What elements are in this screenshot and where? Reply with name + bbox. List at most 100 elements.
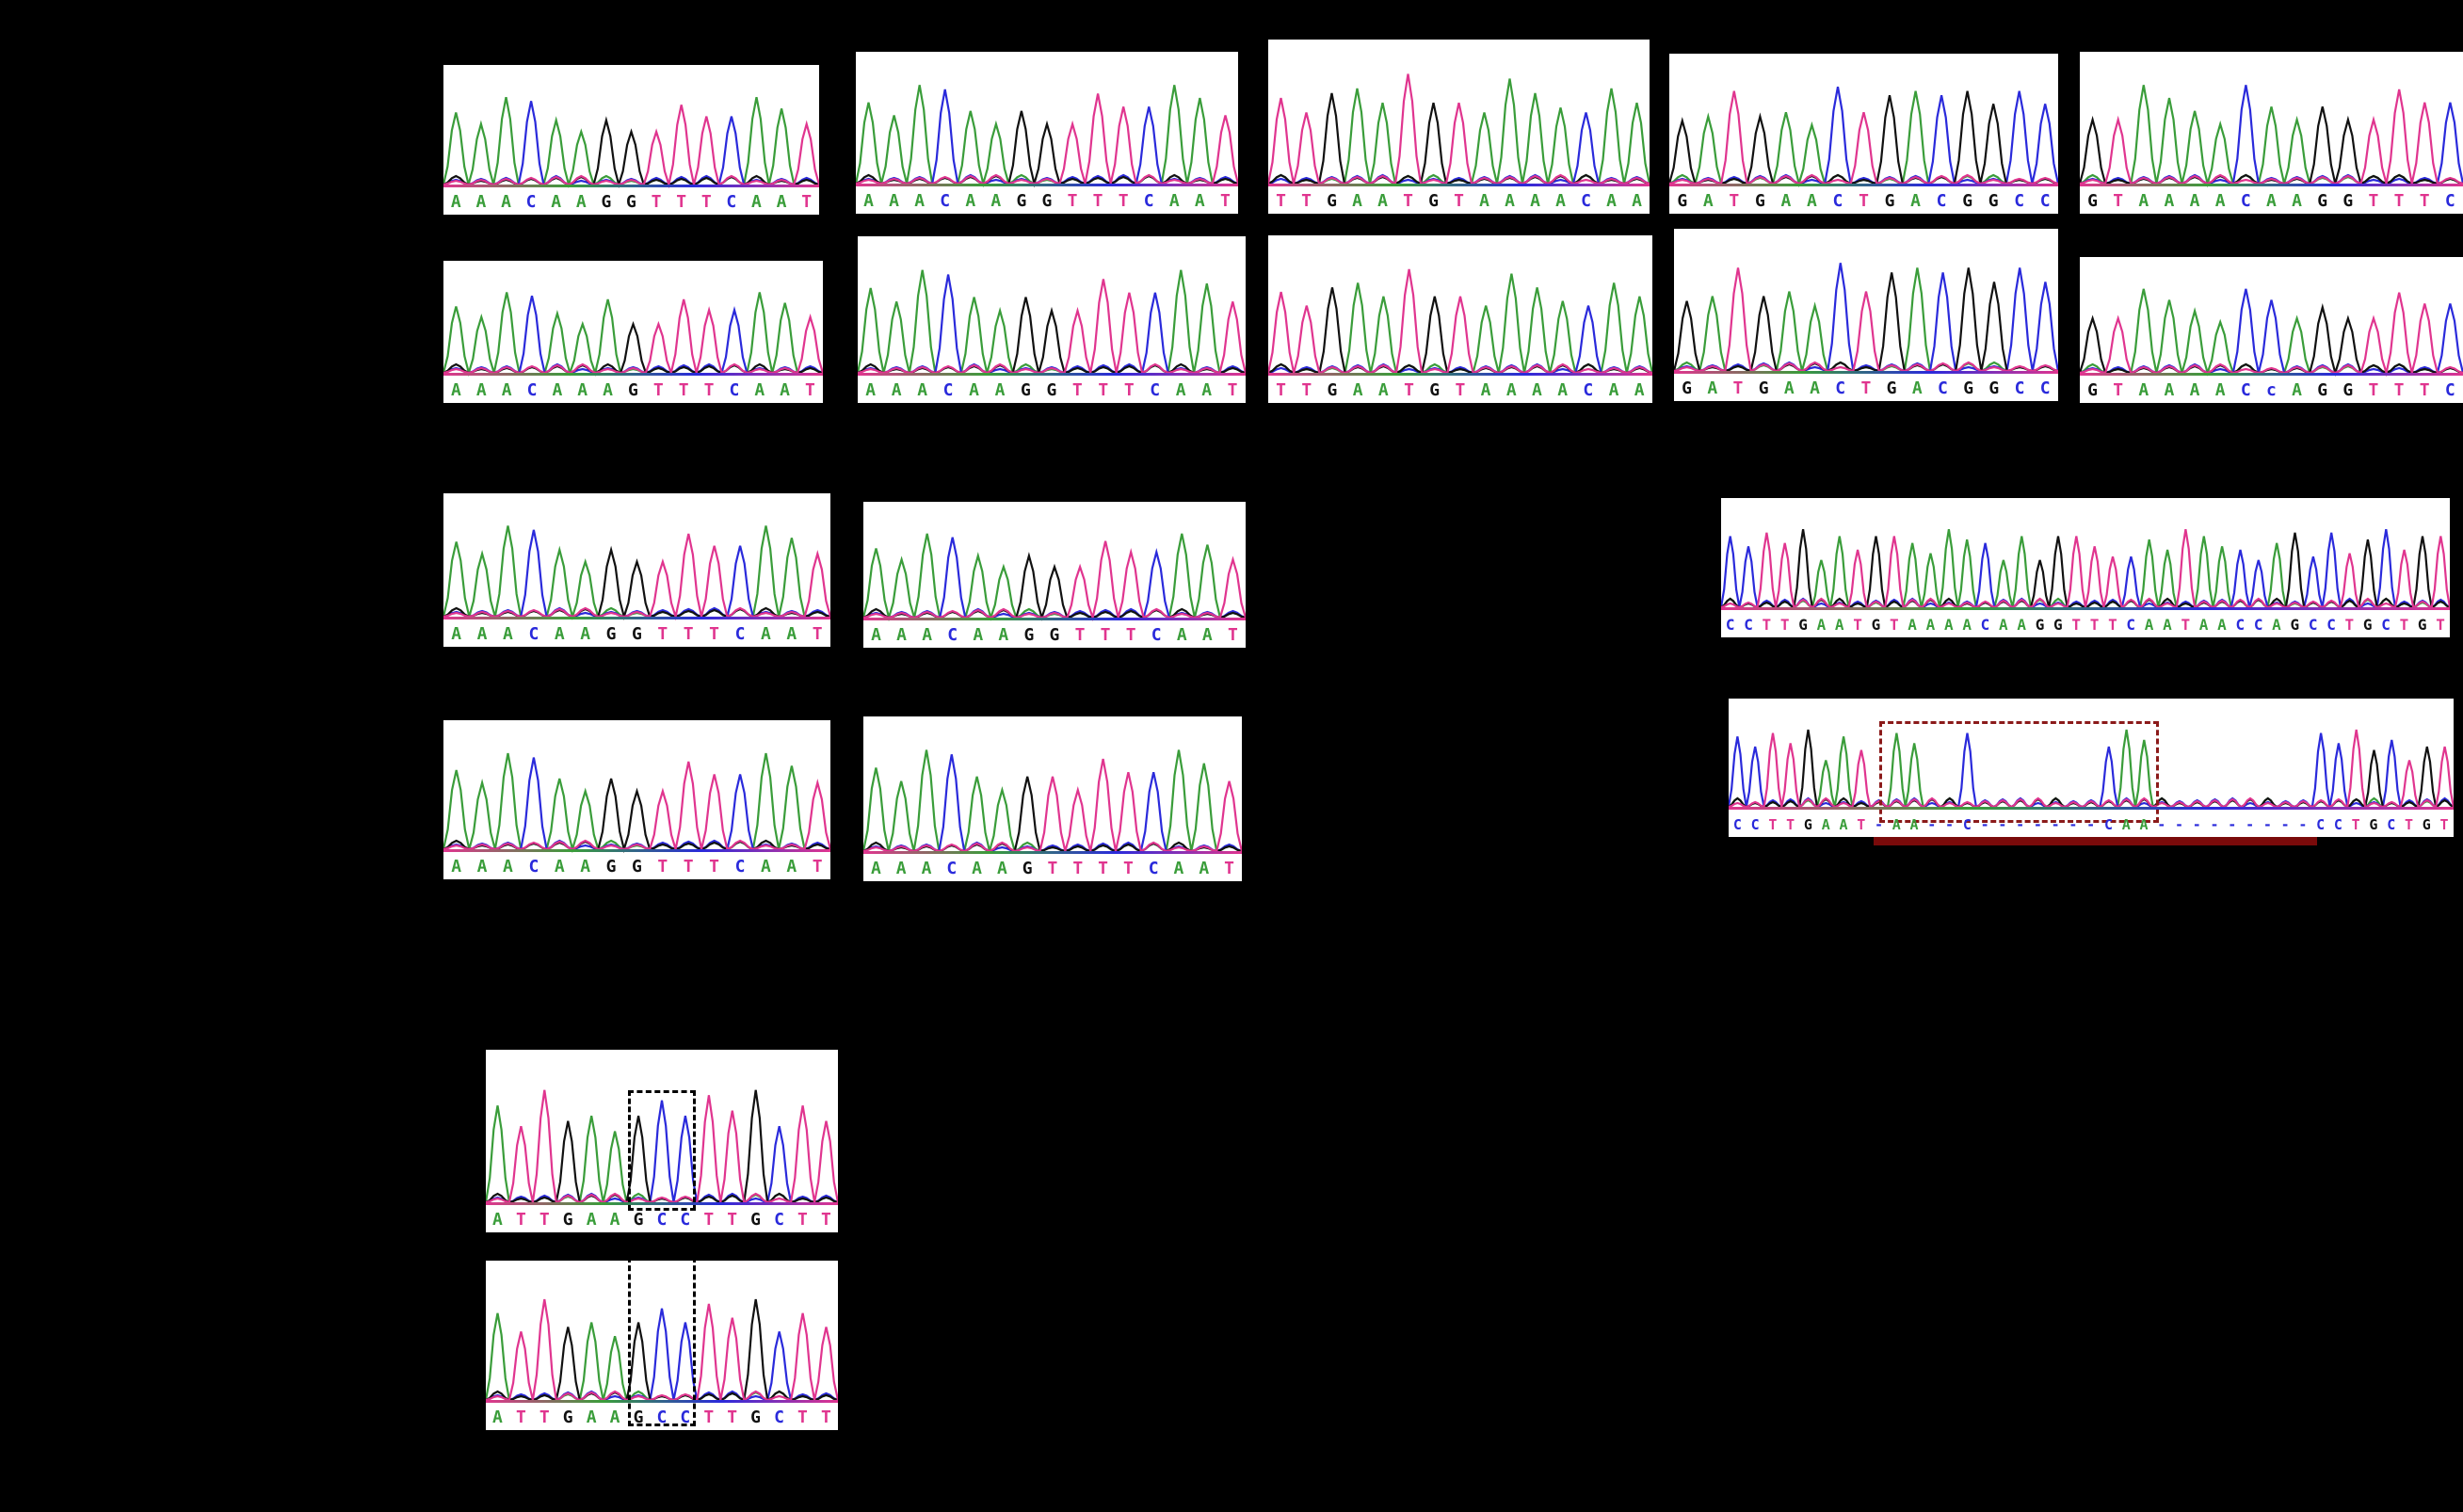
base-call: T [657,857,668,877]
base-call: T [820,1407,831,1427]
base-call: T [1860,378,1872,398]
base-call: T [727,1210,738,1230]
base-call: A [603,380,613,400]
base-call: G [1988,378,2000,398]
base-call: - [2298,816,2308,833]
chromatogram-trace [1721,529,2450,609]
trace-T [1674,267,2058,373]
chromatogram-trace [443,292,823,378]
base-call: - [2033,816,2042,833]
base-call: G [1327,191,1337,211]
base-call: A [554,624,565,644]
trace-baseline [863,851,1242,854]
base-call: - [1980,816,1989,833]
base-call: A [1175,380,1186,400]
trace-G [863,776,1242,853]
base-call: A [1194,191,1205,211]
trace-baseline [856,184,1238,186]
trace-baseline [443,185,819,187]
base-call: G [605,624,617,644]
base-call: A [2189,380,2200,400]
base-call: A [609,1407,620,1427]
trace-baseline [486,1400,838,1403]
base-call: A [503,857,513,877]
base-call: C [1750,816,1760,833]
base-call: A [1839,816,1848,833]
base-call: T [2439,816,2449,833]
base-call: T [2393,191,2405,211]
trace-G [1674,267,2058,373]
trace-T [443,761,830,851]
base-call: A [2198,616,2209,634]
base-call: A [1634,380,1645,400]
base-call: A [2139,816,2149,833]
trace-T [863,758,1242,853]
base-call: C [525,192,537,212]
base-call: A [451,624,462,644]
base-call: C [2235,616,2246,634]
base-call: T [797,1210,808,1230]
base-call: T [515,1210,526,1230]
base-call: A [889,191,900,211]
base-call: T [1454,191,1464,211]
trace-baseline [2080,373,2463,376]
base-call: G [2087,191,2098,211]
base-call: T [657,624,668,644]
base-call: A [1783,378,1795,398]
base-call: T [2368,380,2379,400]
base-call: G [2035,616,2045,634]
base-call: G [632,624,642,644]
base-call: T [539,1210,550,1230]
base-call: C [1832,191,1843,211]
base-call: C [2014,191,2025,211]
chromatogram-trace [863,533,1246,622]
base-call: G [2417,616,2427,634]
base-call: C [680,1210,691,1230]
base-call: A [552,380,563,400]
trace-C [486,1100,838,1204]
base-call: A [1377,380,1389,400]
chromatogram-trace [1729,729,2454,809]
chromatogram-trace [443,96,819,189]
trace-baseline [1669,184,2058,186]
base-call: A [2214,380,2226,400]
base-call: T [676,192,687,212]
base-call: G [1022,859,1033,878]
trace-A [1721,529,2450,609]
base-call: G [2422,816,2431,833]
base-call: - [2157,816,2166,833]
trace-A [856,85,1238,188]
base-call: C [2039,191,2051,211]
base-call: T [801,192,813,212]
chromatogram-trace [863,749,1242,853]
base-call: A [551,192,562,212]
base-call: C [1962,816,1972,833]
base-call: T [683,624,694,644]
base-call: T [1071,380,1083,400]
base-call: A [575,192,587,212]
chromatogram-trace [486,1298,838,1402]
base-call: A [1910,191,1921,211]
base-call: T [805,380,815,400]
base-call: G [2053,616,2063,634]
base-call: T [703,380,715,400]
base-call: - [2246,816,2255,833]
base-call: G [632,857,642,877]
base-call: T [812,624,823,644]
base-call: T [1779,616,1790,634]
base-call: T [1122,859,1134,878]
chromatogram-trace [1268,73,1650,185]
base-call: - [2069,816,2078,833]
base-call: A [2217,616,2227,634]
trace-A [443,752,830,854]
base-call: T [683,857,694,877]
base-call: A [994,380,1006,400]
base-call: G [1886,378,1897,398]
base-call: A [1908,616,1917,634]
base-call: A [2214,191,2226,211]
trace-G [858,297,1246,375]
